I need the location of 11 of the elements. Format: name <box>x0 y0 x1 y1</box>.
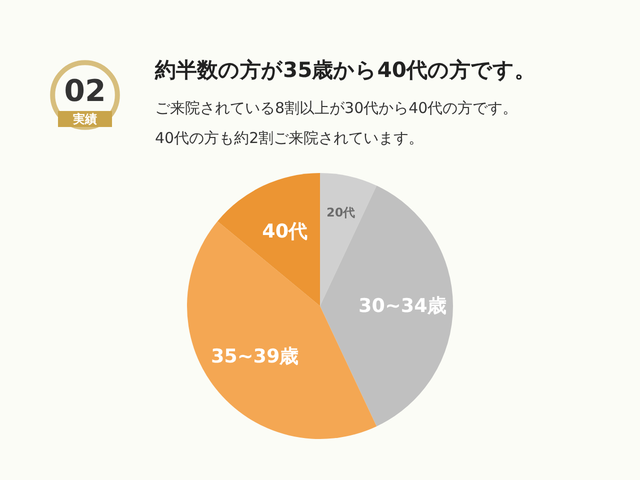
slice-label: 20代 <box>326 206 356 220</box>
pie-slice <box>320 186 453 426</box>
slice-label: 40代 <box>262 220 308 242</box>
text: 40代の方も約2割ご来院されています。 <box>155 129 424 147</box>
chart-title: 約半数の方が35歳から40代の方です。 <box>154 58 536 82</box>
text: 02 <box>64 74 106 109</box>
slice-label: 35~39歳 <box>210 346 299 368</box>
text: 実績 <box>72 112 97 126</box>
text: ご来院されている8割以上が30代から40代の方です。 <box>155 99 518 117</box>
pie-slice <box>218 173 320 306</box>
slice-label: 30~34歳 <box>358 295 446 317</box>
